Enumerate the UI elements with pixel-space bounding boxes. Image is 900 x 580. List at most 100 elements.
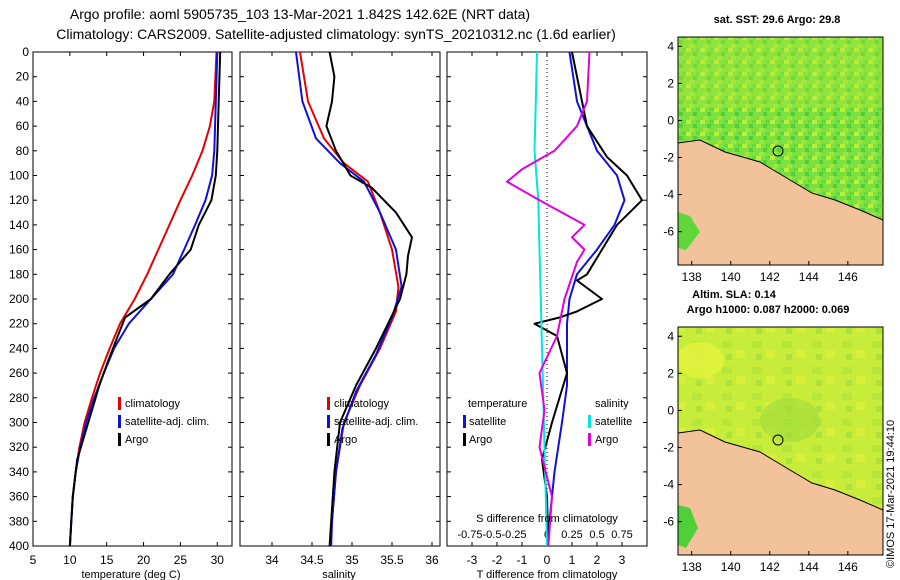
- depth-tick-label: 40: [16, 94, 30, 108]
- x-tick-label: 36: [425, 553, 439, 567]
- x-tick-label: 25: [174, 553, 188, 567]
- depth-tick-label: 220: [9, 317, 29, 331]
- series-line-satellite-adj-clim-: [295, 52, 403, 546]
- depth-tick-label: 300: [9, 416, 29, 430]
- lon-tick-label: 140: [721, 270, 741, 284]
- temperature-panel: 5 10 15 20 25 30: [30, 52, 225, 567]
- x-tick-label: 1: [569, 553, 576, 567]
- depth-tick-label: 240: [9, 341, 29, 355]
- lat-tick-label: 2: [667, 366, 674, 380]
- chart-title-line2: Climatology: CARS2009. Satellite-adjuste…: [56, 26, 616, 42]
- legend-heading-salinity: salinity: [595, 398, 629, 410]
- depth-axis: 0 20 40 60 80 100 120 140 160 180 200 220 240 260 280 3…: [9, 45, 647, 553]
- lon-tick-label: 146: [838, 270, 858, 284]
- lon-tick-label: 144: [799, 270, 819, 284]
- series-line-argo: [325, 52, 413, 546]
- depth-tick-label: 60: [16, 119, 30, 133]
- sla-map-frame: [677, 326, 884, 556]
- sla-map: [678, 327, 883, 555]
- depth-tick-label: 180: [9, 267, 29, 281]
- x-tick-label: 35.5: [380, 553, 404, 567]
- lon-tick-label: 138: [682, 560, 702, 574]
- sst-map-title: sat. SST: 29.6 Argo: 29.8: [714, 14, 841, 26]
- salinity-plot-frame: [239, 51, 441, 547]
- sla-field-low: [760, 398, 820, 442]
- depth-tick-label: 120: [9, 193, 29, 207]
- lat-tick-label: 4: [667, 329, 674, 343]
- x-tick-label: 20: [137, 553, 151, 567]
- series-line-climatology: [299, 52, 400, 546]
- legend-label-s-satellite: satellite: [595, 416, 632, 428]
- x-tick-label: 30: [211, 553, 225, 567]
- s-diff-tick-label: 0.5: [589, 529, 604, 541]
- series-line-salinity-argo: [506, 52, 591, 546]
- difference-xlabel: T difference from climatology: [477, 569, 618, 580]
- lon-tick-label: 142: [760, 270, 780, 284]
- x-tick-label: -3: [467, 553, 478, 567]
- difference-top-axis-label: S difference from climatology: [476, 513, 618, 525]
- depth-tick-label: 20: [16, 70, 30, 84]
- x-tick-label: -1: [517, 553, 528, 567]
- legend-swatch-t-satellite: [463, 415, 466, 428]
- lat-tick-label: 2: [667, 76, 674, 90]
- imos-credit: ©IMOS 17-Mar-2021 19:44:10: [885, 420, 897, 568]
- x-tick-label: 0: [544, 553, 551, 567]
- depth-tick-label: 280: [9, 391, 29, 405]
- series-line-temperature-argo: [533, 52, 643, 546]
- depth-tick-label: 320: [9, 440, 29, 454]
- legend-swatch-satellite: [118, 415, 121, 428]
- series-line-salinity-satellite: [533, 52, 548, 546]
- depth-tick-label: 200: [9, 292, 29, 306]
- depth-tick-label: 360: [9, 490, 29, 504]
- depth-tick-label: 380: [9, 514, 29, 528]
- series-line-climatology: [68, 52, 218, 546]
- sst-map-axes: 4 2 0 -2 -4 -6 138 140 142 144 146: [663, 39, 858, 284]
- depth-tick-label: 0: [22, 45, 29, 59]
- chart-title-line1: Argo profile: aoml 5905735_103 13-Mar-20…: [70, 6, 530, 22]
- land-new-guinea: [678, 429, 883, 555]
- x-tick-label: 3: [619, 553, 626, 567]
- sla-field-southwest: [678, 505, 698, 548]
- difference-legend-salinity: salinity satellite Argo: [588, 398, 632, 446]
- lon-tick-label: 146: [838, 560, 858, 574]
- legend-swatch-argo: [327, 433, 330, 446]
- salinity-panel: 34 34.5 35 35.5 36: [265, 52, 439, 567]
- s-diff-tick-label: 0.25: [561, 529, 582, 541]
- series-line-argo: [68, 52, 222, 546]
- sla-map-title-line2: Argo h1000: 0.087 h2000: 0.069: [687, 304, 850, 316]
- x-tick-label: 2: [594, 553, 601, 567]
- depth-tick-label: 260: [9, 366, 29, 380]
- temperature-xlabel: temperature (deg C): [81, 569, 180, 580]
- legend-label-climatology: climatology: [334, 398, 390, 410]
- legend-label-t-argo: Argo: [469, 434, 492, 446]
- legend-label-satellite: satellite-adj. clim.: [334, 416, 418, 428]
- sla-map-axes: 4 2 0 -2 -4 -6 138 140 142 144 146: [663, 329, 858, 574]
- lat-tick-label: -2: [663, 440, 674, 454]
- lon-tick-label: 144: [799, 560, 819, 574]
- depth-tick-label: 340: [9, 465, 29, 479]
- depth-tick-label: 80: [16, 144, 30, 158]
- sst-map: [678, 37, 883, 265]
- legend-label-s-argo: Argo: [595, 434, 618, 446]
- temperature-legend: climatology satellite-adj. clim. Argo: [118, 397, 209, 446]
- x-tick-label: 5: [30, 553, 37, 567]
- legend-swatch-climatology: [327, 397, 330, 410]
- x-tick-label: -2: [492, 553, 503, 567]
- legend-label-satellite: satellite-adj. clim.: [125, 416, 209, 428]
- land-new-guinea: [678, 139, 883, 265]
- difference-panel: -3 -2 -1 0 1 2 3-0.75-0.5-0.25 0 0.25 0.5 0.75: [457, 52, 643, 567]
- lat-tick-label: 4: [667, 39, 674, 53]
- legend-label-t-satellite: satellite: [469, 416, 506, 428]
- x-tick-label: 15: [100, 553, 114, 567]
- x-tick-label: 35: [345, 553, 359, 567]
- legend-swatch-s-satellite: [588, 415, 591, 428]
- x-tick-label: 34: [265, 553, 279, 567]
- salinity-series-group: [295, 52, 413, 546]
- lon-tick-label: 138: [682, 270, 702, 284]
- lat-tick-label: -2: [663, 150, 674, 164]
- x-tick-label: 34.5: [300, 553, 324, 567]
- temperature-plot-frame: [32, 51, 233, 547]
- legend-swatch-satellite: [327, 415, 330, 428]
- lat-tick-label: -6: [663, 515, 674, 529]
- sla-field-high: [678, 342, 724, 378]
